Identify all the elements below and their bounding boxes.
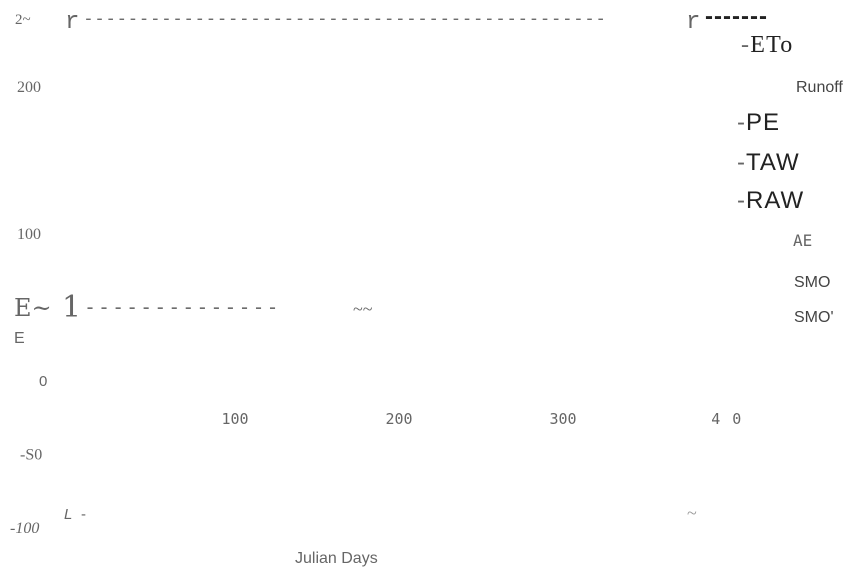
legend-label: RAW: [746, 187, 804, 214]
legend-entry-smo-: SMO': [794, 309, 834, 326]
x-tick-label: 300: [549, 410, 576, 428]
legend-prefix: -: [737, 149, 746, 176]
x-axis-label: Julian Days: [295, 550, 378, 567]
y-tick-label: -100: [10, 520, 39, 537]
x-tick-label: 100: [221, 410, 248, 428]
mid-line-dashes: --------------: [84, 295, 281, 319]
legend-label: Runoff: [796, 79, 843, 96]
top-line-dashes: ----------------------------------------…: [83, 8, 606, 29]
legend-entry-raw: -RAW: [737, 187, 804, 214]
legend-prefix: -: [737, 187, 746, 214]
y-tick-label: 0: [39, 373, 47, 390]
x-tick-label: 200: [385, 410, 412, 428]
mid-line-tilde: ~~: [353, 299, 373, 319]
y-ticks-group: 200 100 0 -S0 -100: [10, 79, 47, 537]
legend-prefix: -: [737, 109, 746, 136]
y-tick-label: 200: [17, 79, 41, 96]
legend-label: SMO: [794, 274, 830, 291]
bottom-line-marker: L: [64, 506, 72, 523]
legend-entry-runoff: Runoff: [796, 79, 843, 96]
bottom-line-dash: -: [81, 506, 86, 523]
y-axis-unit-fragment-large: E~: [14, 294, 52, 322]
top-line-right-marker: r: [686, 9, 700, 36]
mid-line-marker: 1: [62, 290, 81, 325]
bottom-line-tilde: ~: [687, 503, 697, 523]
legend-label: AE: [793, 231, 812, 250]
y-axis-unit-fragment-small: E: [14, 330, 25, 347]
y-tick-label: -S0: [20, 447, 42, 464]
legend-label: PE: [746, 109, 780, 136]
legend-entry-pe: -PE: [737, 109, 780, 136]
legend-entry-smo: SMO: [794, 274, 830, 291]
legend-entry-taw: -TAW: [737, 149, 800, 176]
legend-label: SMO': [794, 309, 834, 326]
x-ticks-group: 100 200 300 4 0: [221, 410, 743, 428]
legend-label: ETo: [750, 32, 793, 58]
legend-label: TAW: [746, 149, 800, 176]
legend-entry-ae: AE: [793, 231, 812, 250]
top-line-tail: -------: [705, 3, 768, 30]
top-line-left-marker: r: [65, 9, 79, 36]
x-tick-label: 4 0: [711, 410, 743, 428]
y-axis-marker-top: 2~: [15, 12, 31, 28]
y-tick-label: 100: [17, 226, 41, 243]
legend-entry-eto: -ETo: [741, 32, 793, 58]
legend-prefix: -: [741, 32, 750, 58]
